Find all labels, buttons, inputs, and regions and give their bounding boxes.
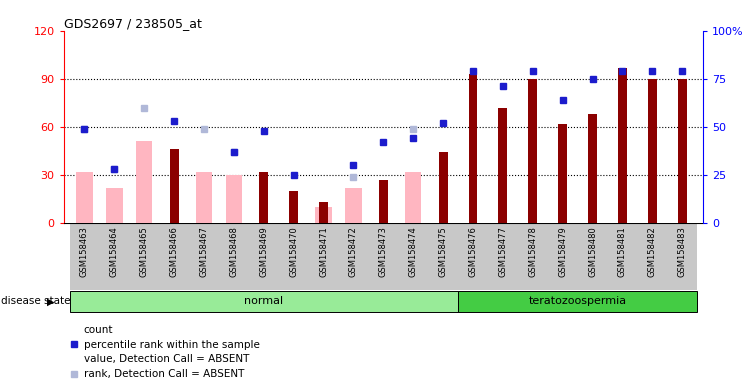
Bar <box>518 223 548 290</box>
Text: GSM158474: GSM158474 <box>408 226 417 277</box>
Text: GSM158467: GSM158467 <box>200 226 209 277</box>
Text: GSM158470: GSM158470 <box>289 226 298 277</box>
Bar <box>70 291 458 312</box>
Bar <box>458 291 697 312</box>
Text: GSM158476: GSM158476 <box>468 226 477 277</box>
Text: GSM158480: GSM158480 <box>588 226 597 277</box>
Text: count: count <box>84 325 113 335</box>
Text: rank, Detection Call = ABSENT: rank, Detection Call = ABSENT <box>84 369 244 379</box>
Text: GSM158479: GSM158479 <box>558 226 567 277</box>
Bar <box>468 74 477 223</box>
Bar <box>558 124 567 223</box>
Text: normal: normal <box>245 296 283 306</box>
Text: GSM158482: GSM158482 <box>648 226 657 277</box>
Bar <box>577 223 607 290</box>
Bar <box>648 79 657 223</box>
Text: GSM158468: GSM158468 <box>230 226 239 277</box>
Bar <box>279 223 309 290</box>
Bar <box>316 207 332 223</box>
Text: GSM158464: GSM158464 <box>110 226 119 277</box>
Text: GSM158463: GSM158463 <box>80 226 89 277</box>
Bar <box>667 223 697 290</box>
Bar <box>637 223 667 290</box>
Text: GSM158473: GSM158473 <box>378 226 388 277</box>
Bar <box>289 191 298 223</box>
Bar <box>618 68 627 223</box>
Text: GSM158471: GSM158471 <box>319 226 328 277</box>
Bar <box>379 180 387 223</box>
Bar <box>196 172 212 223</box>
Bar <box>319 202 328 223</box>
Bar <box>189 223 219 290</box>
Bar <box>398 223 428 290</box>
Bar <box>607 223 637 290</box>
Text: GSM158477: GSM158477 <box>498 226 507 277</box>
Bar <box>226 175 242 223</box>
Text: disease state: disease state <box>1 296 70 306</box>
Bar <box>588 114 597 223</box>
Bar <box>458 223 488 290</box>
Bar <box>136 141 153 223</box>
Text: GSM158466: GSM158466 <box>170 226 179 277</box>
Bar <box>70 223 99 290</box>
Bar <box>428 223 458 290</box>
Bar <box>488 223 518 290</box>
Bar <box>129 223 159 290</box>
Text: GDS2697 / 238505_at: GDS2697 / 238505_at <box>64 17 201 30</box>
Bar <box>339 223 369 290</box>
Text: GSM158465: GSM158465 <box>140 226 149 277</box>
Bar <box>260 172 269 223</box>
Text: GSM158481: GSM158481 <box>618 226 627 277</box>
Text: percentile rank within the sample: percentile rank within the sample <box>84 340 260 350</box>
Bar <box>405 172 421 223</box>
Bar <box>159 223 189 290</box>
Bar <box>548 223 577 290</box>
Bar <box>528 79 537 223</box>
Text: teratozoospermia: teratozoospermia <box>529 296 627 306</box>
Text: GSM158478: GSM158478 <box>528 226 537 277</box>
Bar <box>170 149 179 223</box>
Bar <box>309 223 339 290</box>
Text: GSM158472: GSM158472 <box>349 226 358 277</box>
Bar <box>369 223 398 290</box>
Bar <box>219 223 249 290</box>
Text: GSM158483: GSM158483 <box>678 226 687 277</box>
Bar <box>678 79 687 223</box>
Text: GSM158469: GSM158469 <box>260 226 269 277</box>
Bar <box>438 152 447 223</box>
Bar <box>498 108 507 223</box>
Bar <box>106 187 123 223</box>
Text: ▶: ▶ <box>47 296 55 306</box>
Text: value, Detection Call = ABSENT: value, Detection Call = ABSENT <box>84 354 249 364</box>
Bar <box>346 187 362 223</box>
Bar <box>99 223 129 290</box>
Text: GSM158475: GSM158475 <box>438 226 447 277</box>
Bar <box>249 223 279 290</box>
Bar <box>76 172 93 223</box>
